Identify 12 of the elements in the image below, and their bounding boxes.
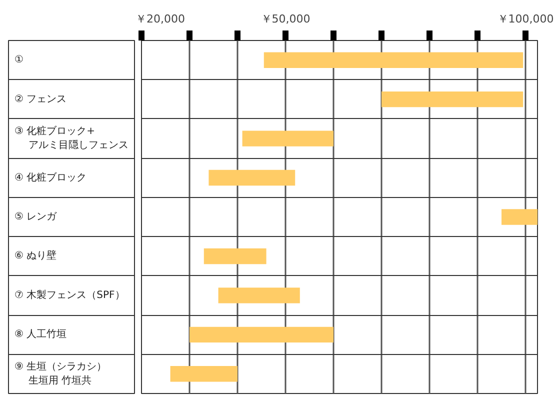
x-tick-label: ￥100,000 bbox=[497, 12, 554, 26]
y-tick-label: ⑤ レンガ bbox=[14, 212, 58, 222]
y-tick-label: ⑨ 生垣（シラカシ）生垣用 竹垣共 bbox=[14, 360, 107, 386]
y-tick-label: ④ 化粧ブロック bbox=[14, 171, 87, 184]
y-tick-label: ② フェンス bbox=[14, 94, 67, 105]
x-tick-label: ￥50,000 bbox=[260, 12, 310, 26]
y-tick-label: ① bbox=[14, 54, 24, 66]
x-tick-label: ￥20,000 bbox=[136, 12, 185, 26]
y-tick-label: ⑧ 人工竹垣 bbox=[14, 328, 67, 340]
y-tick-label: ⑥ ぬり壁 bbox=[14, 250, 57, 262]
y-tick-label: ⑦ 木製フェンス（SPF） bbox=[14, 288, 125, 301]
y-tick-label: ③ 化粧ブロック+アルミ目隠しフェンス bbox=[14, 125, 128, 152]
